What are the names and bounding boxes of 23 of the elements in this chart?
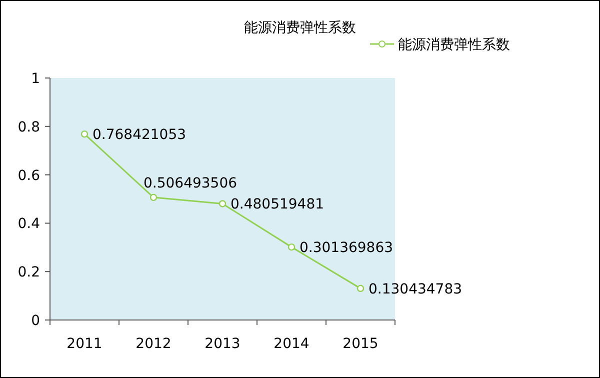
x-tick-label: 2011	[66, 336, 102, 352]
point	[288, 243, 296, 251]
x-tick-label: 2015	[342, 336, 378, 352]
point	[218, 200, 226, 208]
y-tick-label: 0.6	[18, 168, 40, 184]
data-label: 0.768421053	[92, 127, 186, 144]
y-tick-label: 0.2	[18, 264, 40, 281]
point	[150, 194, 158, 202]
data-label: 0.130434783	[368, 281, 462, 298]
point	[80, 130, 88, 138]
x-tick-label: 2012	[136, 336, 172, 352]
point	[356, 284, 364, 292]
data-label: 0.301369863	[300, 240, 394, 256]
y-tick-label: 0.4	[18, 216, 40, 232]
x-tick-label: 2014	[274, 336, 310, 352]
x-tick-label: 2013	[204, 336, 240, 352]
y-tick-label: 0	[31, 313, 40, 329]
data-label: 0.506493506	[144, 175, 238, 192]
chart-title: 能源消费弹性系数	[244, 20, 356, 36]
y-tick-label: 1	[31, 71, 40, 87]
y-tick-label: 0.8	[18, 119, 40, 136]
legend-label: 能源消费弹性系数	[398, 37, 510, 53]
data-label: 0.480519481	[230, 196, 324, 213]
